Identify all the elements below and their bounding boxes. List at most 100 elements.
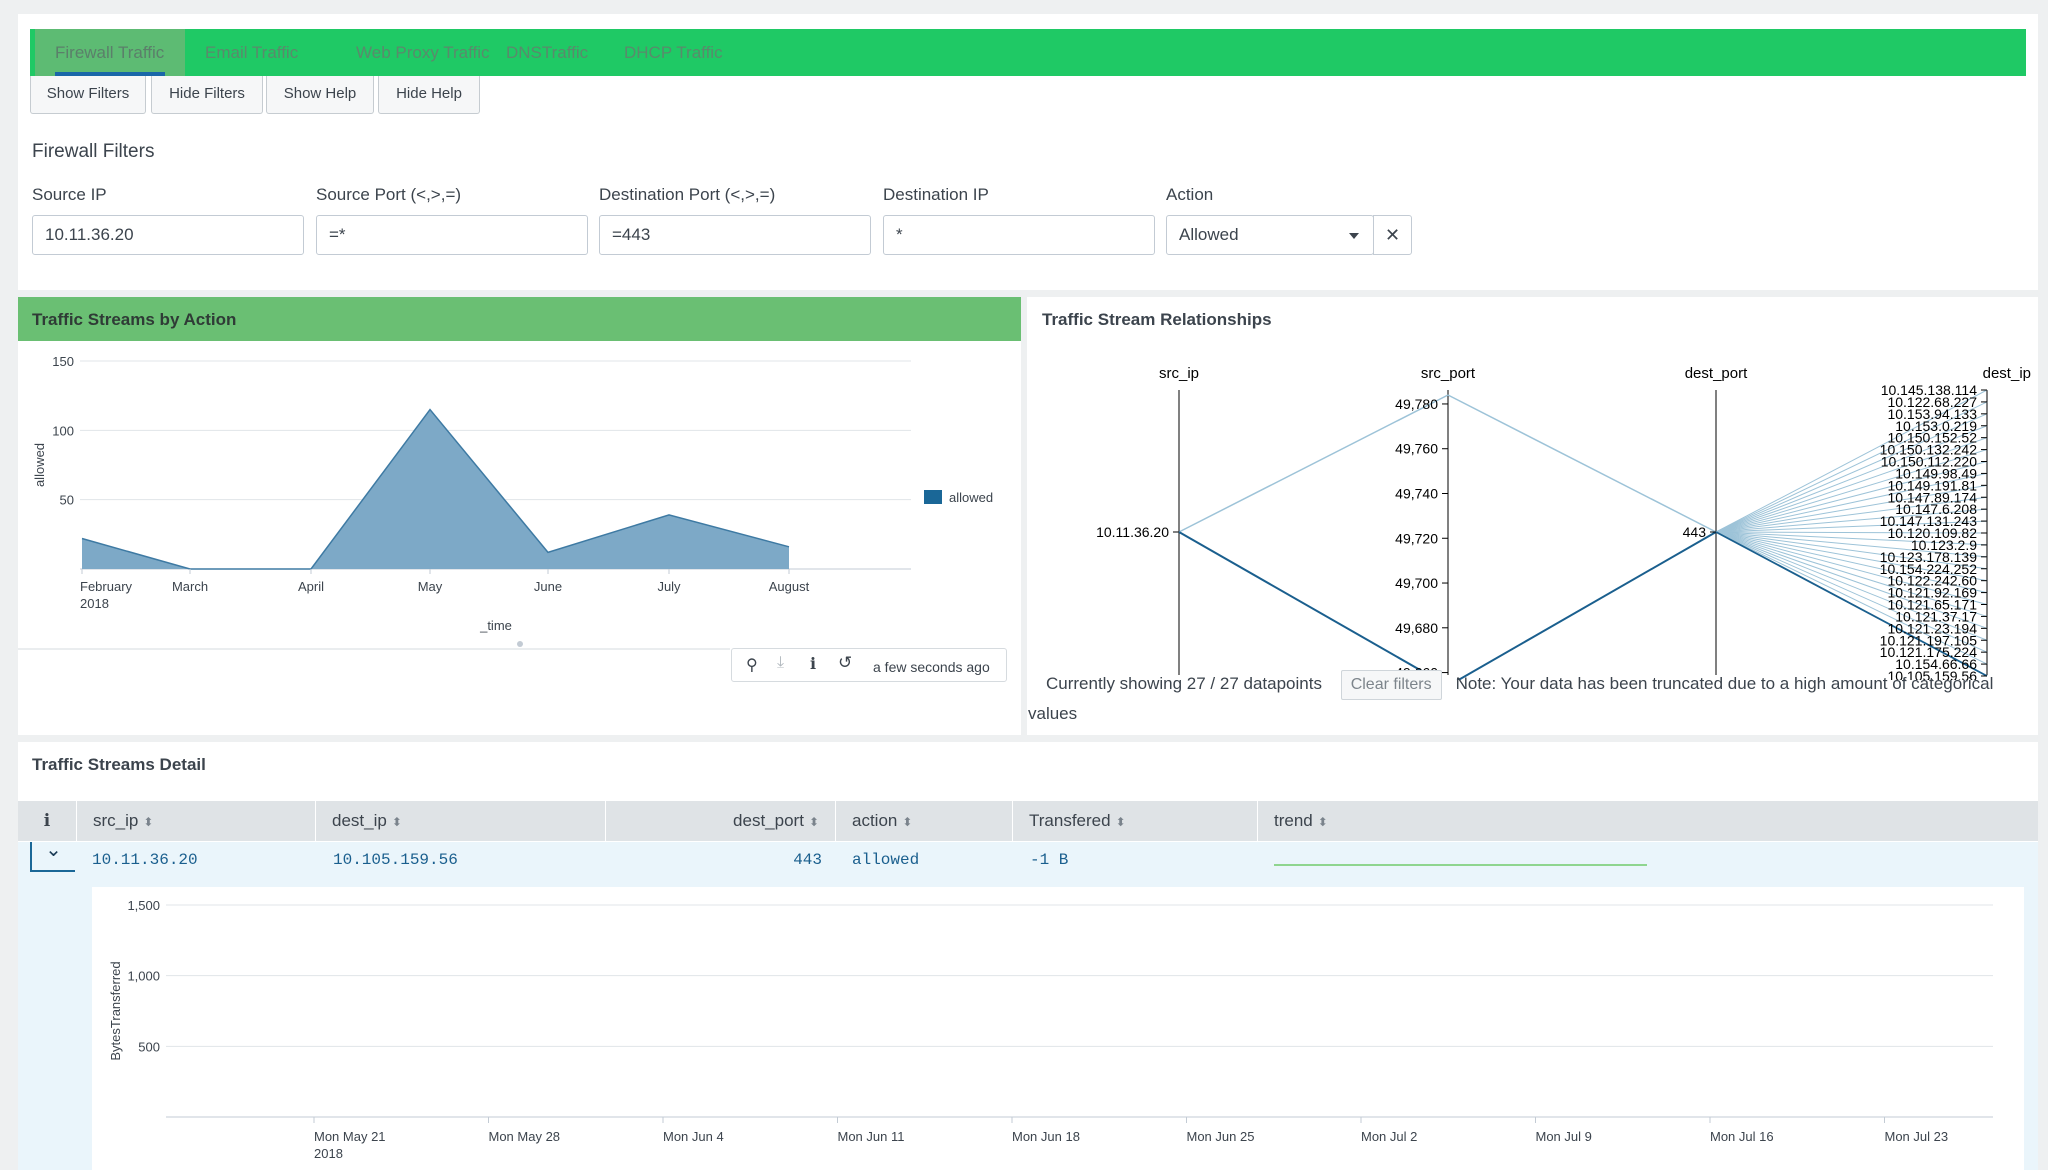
area-chart: 50 100 150 February 2018 March April May June Jul… [18, 354, 993, 650]
column-header-trend[interactable]: trend ⬍ [1274, 811, 1328, 830]
action-label: Action [1166, 185, 1214, 204]
dest-ip-label: Destination IP [883, 185, 989, 204]
area-panel-header [18, 297, 1021, 341]
x-tick-label: February [80, 579, 133, 594]
dest-ip-tick-label: 10.120.109.82 [1887, 525, 1977, 541]
stream-line [1715, 531, 1988, 570]
src-port-tick-label: 49,760 [1395, 441, 1438, 457]
x-axis-title: _time [479, 618, 512, 633]
dest-ip-tick-label: 10.121.65.171 [1887, 597, 1977, 613]
refresh-time-text: a few seconds ago [873, 659, 990, 675]
dest-ip-tick-label: 10.121.37.17 [1895, 608, 1977, 624]
stream-line [1178, 394, 1449, 533]
x-tick-label: Mon Jul 9 [1536, 1129, 1592, 1144]
hide-help-button[interactable]: Hide Help [378, 76, 480, 114]
dest-ip-tick-label: 10.150.132.242 [1880, 442, 1978, 458]
y-tick-label: 500 [138, 1039, 160, 1054]
x-tick-label: Mon Jun 11 [838, 1129, 905, 1144]
dest-ip-tick-label: 10.121.23.194 [1887, 620, 1977, 636]
action-select[interactable]: Allowed [1166, 215, 1374, 255]
column-header-info: i [18, 801, 77, 841]
show-help-button[interactable]: Show Help [266, 76, 374, 114]
table-header [18, 801, 2038, 841]
dest-ip-tick-label: 10.149.191.81 [1887, 477, 1977, 493]
sort-icon: ⬍ [143, 815, 154, 829]
x-tick-label: Mon Jun 18 [1012, 1129, 1080, 1144]
dest-port-input[interactable]: =443 [599, 215, 871, 255]
dest-ip-tick-label: 10.147.131.243 [1880, 513, 1978, 529]
row-expand-toggle[interactable]: ⌄ [30, 840, 75, 872]
tab-dhcp-traffic[interactable]: DHCP Traffic [624, 43, 723, 62]
column-header-action[interactable]: action ⬍ [836, 801, 1013, 841]
x-tick-label: Mon Jul 23 [1885, 1129, 1949, 1144]
dest-ip-tick-label: 10.122.242.60 [1887, 573, 1977, 589]
source-port-input[interactable]: =* [316, 215, 588, 255]
x-tick-label: Mon Jun 4 [663, 1129, 724, 1144]
hide-filters-button[interactable]: Hide Filters [151, 76, 263, 114]
cell-trend-sparkline [1274, 864, 1647, 866]
stream-line [1715, 437, 1988, 533]
src-port-tick-label: 49,720 [1395, 530, 1438, 546]
x-tick-label: 2018 [314, 1146, 343, 1161]
pc-status-line: Currently showing 27 / 27 datapoints Cle… [1028, 670, 2030, 728]
cell-dest-ip: 10.105.159.56 [333, 851, 458, 869]
dest-port-tick-label: 443 [1683, 524, 1707, 540]
dest-ip-tick-label: 10.147.89.174 [1887, 489, 1977, 505]
stream-line [1178, 531, 1440, 680]
zoom-search-icon[interactable]: ⚲ [746, 657, 758, 674]
dest-ip-tick-label: 10.121.92.169 [1887, 585, 1977, 601]
dest-ip-tick-label: 10.154.224.252 [1880, 561, 1978, 577]
dest-port-label: Destination Port (<,>,=) [599, 185, 776, 204]
column-header-src-ip[interactable]: src_ip ⬍ [77, 801, 316, 841]
column-header-dest-ip[interactable]: dest_ip ⬍ [316, 801, 606, 841]
axis-header-dest-port: dest_port [1685, 365, 1748, 382]
stream-line [1715, 531, 1988, 629]
show-filters-button[interactable]: Show Filters [30, 76, 146, 114]
src-port-tick-label: 49,700 [1395, 575, 1438, 591]
info-icon[interactable]: i [810, 654, 817, 673]
stream-line [1715, 413, 1988, 533]
axis-header-src-ip: src_ip [1159, 365, 1199, 382]
tab-dns-traffic[interactable]: DNSTraffic [506, 43, 589, 62]
axis-header-src-port: src_port [1421, 365, 1476, 382]
dest-ip-tick-label: 10.150.112.220 [1881, 454, 1977, 470]
src-port-tick-label: 49,680 [1395, 620, 1438, 636]
clear-filters-button[interactable]: Clear filters [1340, 670, 1442, 700]
refresh-icon[interactable]: ↺ [838, 653, 853, 672]
stream-line [1715, 389, 1988, 533]
x-tick-label: April [298, 579, 324, 594]
download-icon[interactable]: ⤓ [777, 654, 785, 671]
tab-email-traffic[interactable]: Email Traffic [205, 43, 299, 62]
tab-firewall-traffic[interactable]: Firewall Traffic [35, 29, 185, 76]
expanded-row-chart-area [92, 887, 2024, 1170]
dest-ip-tick-label: 10.153.0.219 [1895, 418, 1977, 434]
sort-icon: ⬍ [1115, 815, 1126, 829]
y-tick-label: 1,000 [127, 969, 160, 984]
cell-action: allowed [852, 851, 920, 869]
x-tick-label: August [769, 579, 810, 594]
source-ip-input[interactable]: 10.11.36.20 [32, 215, 304, 255]
x-tick-label: July [657, 579, 681, 594]
column-header-dest-port[interactable]: dest_port ⬍ [606, 801, 836, 841]
dest-ip-input[interactable]: * [883, 215, 1155, 255]
x-tick-label: Mon Jun 25 [1187, 1129, 1255, 1144]
dest-ip-tick-label: 10.123.2.9 [1911, 537, 1977, 553]
stream-line [1715, 531, 1988, 653]
action-clear-button[interactable]: ✕ [1373, 215, 1412, 255]
area-panel-title: Traffic Streams by Action [32, 310, 237, 329]
x-tick-label: Mon May 21 [314, 1129, 386, 1144]
stream-line [1715, 425, 1988, 533]
column-header-transfered[interactable]: Transfered ⬍ [1013, 801, 1258, 841]
stream-line [1715, 496, 1988, 533]
stream-line [1715, 531, 1988, 558]
stream-line [1715, 531, 1988, 534]
tab-web-proxy-traffic[interactable]: Web Proxy Traffic [356, 43, 490, 62]
src-port-tick-label: 49,740 [1395, 485, 1438, 501]
stream-line [1715, 531, 1988, 665]
tab-bar: Firewall Traffic Email Traffic Web Proxy… [30, 29, 2026, 76]
stream-line [1715, 508, 1988, 533]
filters-title: Firewall Filters [32, 141, 155, 162]
close-icon: ✕ [1384, 225, 1401, 245]
x-tick-label: Mon Jul 2 [1361, 1129, 1417, 1144]
stream-line [1715, 531, 1988, 641]
